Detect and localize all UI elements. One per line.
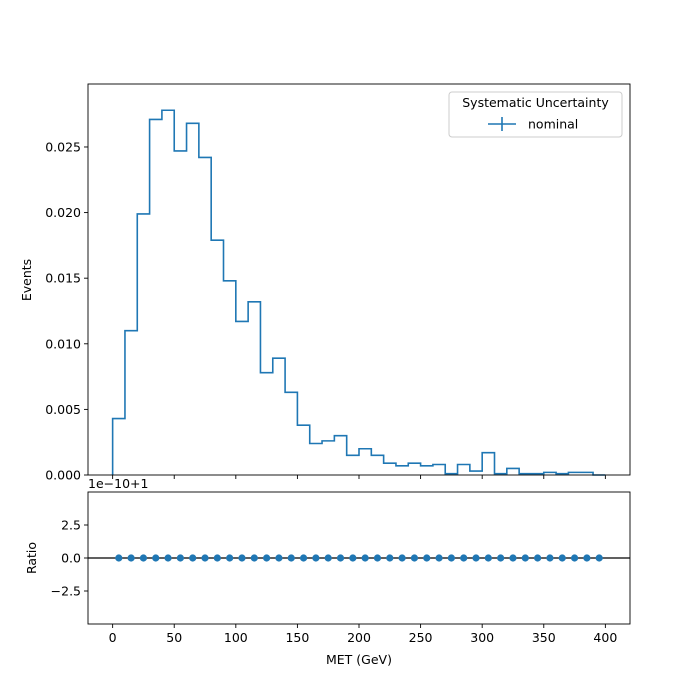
ratio-point (127, 554, 135, 562)
ratio-point (349, 554, 357, 562)
ratio-point (226, 554, 234, 562)
ratio-point (484, 554, 492, 562)
legend: Systematic Uncertainty nominal (448, 91, 623, 138)
main-y-tick-label: 0.020 (45, 205, 81, 220)
ratio-point (558, 554, 566, 562)
main-y-tick-label: 0.010 (45, 336, 81, 351)
ratio-x-tick-label: 150 (285, 630, 309, 645)
ratio-point (447, 554, 455, 562)
ratio-point (373, 554, 382, 562)
ratio-x-ticks: 0 50 100 150 200 250 300 350 400 (109, 624, 617, 645)
main-panel: 0.000 0.005 0.010 0.015 0.020 0.025 Events Sy… (19, 83, 631, 483)
ratio-point (361, 554, 369, 562)
ratio-point (213, 554, 221, 562)
ratio-point (189, 554, 197, 562)
main-y-axis-label: Events (19, 259, 34, 301)
ratio-panel: −2.5 0.0 2.5 0 50 100 150 200 250 300 350 400 1e−1… (24, 476, 631, 667)
main-axes-frame (87, 83, 631, 476)
ratio-point (115, 554, 123, 562)
ratio-x-tick-label: 400 (593, 630, 617, 645)
ratio-point (152, 554, 160, 562)
ratio-point (263, 554, 271, 562)
ratio-point (299, 554, 308, 562)
ratio-point (398, 554, 406, 562)
ratio-point (287, 554, 295, 562)
ratio-y-ticks: −2.5 0.0 2.5 (51, 518, 88, 599)
ratio-point (435, 554, 443, 562)
legend-box (448, 91, 623, 138)
ratio-x-tick-label: 50 (166, 630, 182, 645)
ratio-point (472, 554, 480, 562)
main-x-ticks (112, 475, 606, 479)
legend-title: Systematic Uncertainty (462, 95, 609, 110)
main-y-tick-label: 0.005 (45, 402, 81, 417)
ratio-point (460, 554, 468, 562)
ratio-point (201, 554, 209, 562)
ratio-x-tick-label: 300 (470, 630, 494, 645)
ratio-point (139, 554, 148, 562)
ratio-point (386, 554, 394, 562)
ratio-y-tick-label: 2.5 (61, 518, 81, 533)
ratio-point (324, 554, 332, 562)
main-y-ticks: 0.000 0.005 0.010 0.015 0.020 0.025 (45, 139, 88, 483)
ratio-x-tick-label: 250 (409, 630, 433, 645)
ratio-point (595, 554, 603, 562)
main-y-tick-label: 0.025 (45, 139, 81, 154)
ratio-x-tick-label: 100 (224, 630, 248, 645)
ratio-y-axis-label: Ratio (24, 542, 39, 574)
ratio-point (250, 554, 258, 562)
ratio-point (583, 554, 591, 562)
ratio-point (164, 554, 172, 562)
ratio-point (312, 554, 320, 562)
main-y-tick-label: 0.015 (45, 271, 81, 286)
ratio-point (509, 554, 517, 562)
ratio-x-tick-label: 0 (109, 630, 117, 645)
ratio-point (176, 554, 184, 562)
ratio-y-tick-label: −2.5 (51, 584, 81, 599)
ratio-point (410, 554, 419, 562)
ratio-axes-frame (87, 491, 631, 625)
ratio-points (115, 554, 603, 562)
nominal-histogram-step (111, 109, 606, 476)
legend-entry-nominal: nominal (528, 117, 578, 132)
ratio-point (546, 554, 554, 562)
ratio-point (336, 554, 345, 562)
ratio-x-tick-label: 350 (532, 630, 556, 645)
x-axis-label: MET (GeV) (326, 652, 392, 667)
ratio-point (238, 554, 246, 562)
ratio-point (497, 554, 505, 562)
ratio-point (275, 554, 283, 562)
ratio-point (521, 554, 529, 562)
main-y-tick-label: 0.000 (45, 468, 81, 483)
ratio-point (423, 554, 431, 562)
ratio-x-tick-label: 200 (347, 630, 371, 645)
ratio-offset-label: 1e−10+1 (88, 476, 148, 491)
ratio-point (570, 554, 579, 562)
ratio-point (534, 554, 542, 562)
ratio-y-tick-label: 0.0 (61, 551, 81, 566)
